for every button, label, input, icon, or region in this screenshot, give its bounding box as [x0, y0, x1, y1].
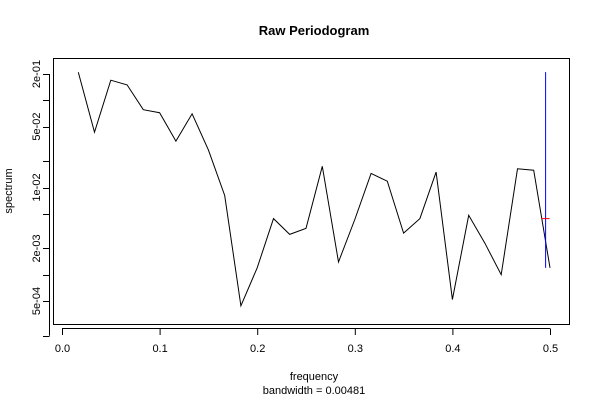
bandwidth-label: bandwidth = 0.00481 [263, 385, 365, 397]
y-tick-label: 5e-04 [31, 287, 43, 315]
x-tick-label: 0.5 [543, 343, 558, 355]
x-tick-label: 0.4 [445, 343, 460, 355]
chart-title: Raw Periodogram [259, 23, 370, 38]
y-tick-label: 1e-02 [31, 173, 43, 201]
plot-area [77, 72, 551, 308]
y-axis-label: spectrum [3, 168, 15, 213]
x-axis: 0.0 0.1 0.2 0.3 0.4 0.5 [55, 328, 558, 355]
y-axis: 5e-04 2e-03 1e-02 5e-02 2e-01 [31, 60, 50, 337]
x-tick-label: 0.1 [152, 343, 167, 355]
series-line [77, 72, 551, 308]
x-tick-label: 0.0 [55, 343, 70, 355]
y-tick-label: 5e-02 [31, 112, 43, 140]
y-tick-label: 2e-01 [31, 60, 43, 88]
x-axis-label: frequency [290, 371, 339, 383]
x-tick-label: 0.2 [250, 343, 265, 355]
x-tick-label: 0.3 [348, 343, 363, 355]
y-tick-label: 2e-03 [31, 234, 43, 262]
plot-frame [53, 58, 570, 325]
